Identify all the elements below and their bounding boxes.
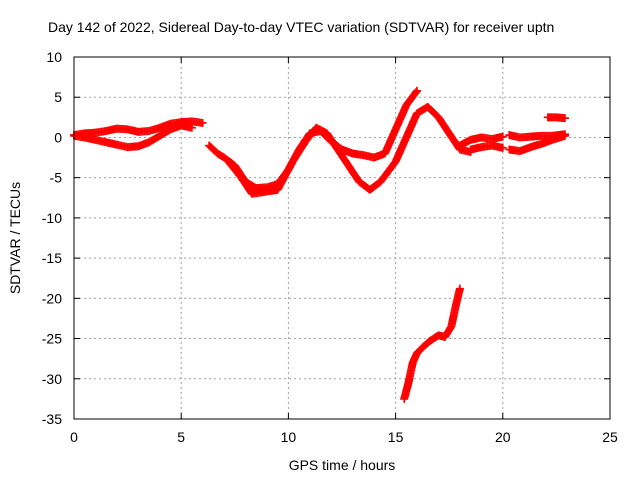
x-tick-label: 5 [177, 429, 185, 445]
x-tick-label: 20 [495, 429, 511, 445]
chart-title: Day 142 of 2022, Sidereal Day-to-day VTE… [48, 19, 554, 35]
data-point [455, 284, 464, 293]
data-point [560, 114, 569, 123]
data-point [560, 131, 569, 140]
series-track-e [455, 132, 507, 150]
x-axis-label: GPS time / hours [289, 457, 396, 473]
y-axis-label: SDTVAR / TECUs [7, 182, 23, 294]
axis-ticks: 0 5 10 15 20 25 10 5 0 -5 -10 -15 -20 -25 -30 -35 [42, 49, 618, 445]
data-point [413, 86, 422, 95]
data-points [70, 86, 569, 403]
data-point [198, 118, 207, 127]
data-point [498, 143, 507, 152]
grid-lines [74, 57, 610, 419]
x-tick-label: 10 [281, 429, 297, 445]
series-track-h [505, 131, 569, 156]
series-track-a [70, 117, 207, 140]
y-tick-label: -15 [42, 250, 62, 266]
y-tick-label: -25 [42, 331, 62, 347]
x-tick-label: 25 [602, 429, 618, 445]
series-track-f [466, 141, 507, 154]
x-tick-label: 0 [70, 429, 78, 445]
y-tick-label: -20 [42, 290, 62, 306]
y-tick-label: 5 [54, 89, 62, 105]
y-tick-label: -5 [50, 170, 63, 186]
data-point [187, 123, 196, 132]
y-tick-label: 10 [46, 49, 62, 65]
series-track-i [543, 113, 569, 123]
x-tick-label: 15 [388, 429, 404, 445]
plot-frame [73, 56, 611, 420]
data-point [412, 87, 421, 96]
data-point [498, 132, 507, 141]
y-tick-label: 0 [54, 129, 62, 145]
series-track-b [70, 121, 196, 152]
series-track-j [400, 284, 464, 403]
y-tick-label: -10 [42, 210, 62, 226]
y-tick-label: -30 [42, 371, 62, 387]
y-tick-label: -35 [42, 411, 62, 427]
